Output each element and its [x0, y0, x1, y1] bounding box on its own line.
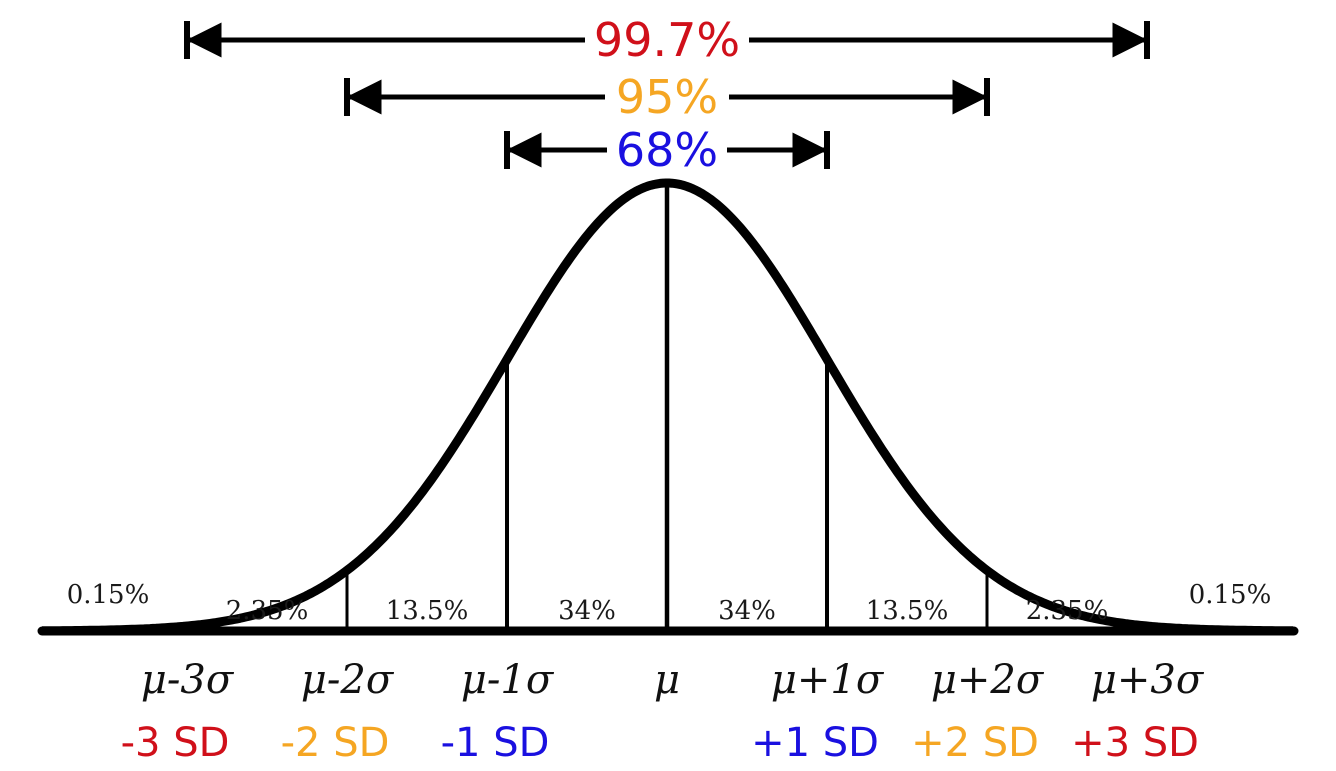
region-percent-label: 13.5% — [866, 596, 949, 626]
range-percent-label: 95% — [616, 70, 718, 124]
sd-label: -1 SD — [441, 720, 550, 766]
sigma-tick-label: μ+2σ — [931, 657, 1045, 703]
region-percent-label: 34% — [718, 596, 776, 626]
region-percent-label: 0.15% — [1189, 580, 1272, 610]
sd-label: +3 SD — [1071, 720, 1199, 766]
region-percent-label: 0.15% — [67, 580, 150, 610]
sigma-tick-label: μ-3σ — [141, 657, 235, 703]
sd-label: +1 SD — [751, 720, 879, 766]
range-bracket-68: 68% — [504, 123, 830, 177]
range-bracket-95: 95% — [344, 70, 990, 124]
sigma-tick-label: μ+1σ — [771, 657, 885, 703]
sigma-tick-label: μ-1σ — [461, 657, 555, 703]
region-percent-label: 2.35% — [1026, 596, 1109, 626]
sd-label: -3 SD — [121, 720, 230, 766]
region-percent-label: 34% — [558, 596, 616, 626]
sigma-tick-label: μ-2σ — [301, 657, 395, 703]
sd-label: -2 SD — [281, 720, 390, 766]
sigma-tick-label: μ+3σ — [1091, 657, 1205, 703]
bell-curve — [40, 178, 1295, 636]
range-bracket-997: 99.7% — [184, 13, 1150, 67]
sigma-tick-label: μ — [654, 657, 680, 703]
range-percent-label: 68% — [616, 123, 718, 177]
region-percent-label: 2.35% — [226, 596, 309, 626]
sd-label: +2 SD — [911, 720, 1039, 766]
range-percent-label: 99.7% — [594, 13, 740, 67]
region-percent-label: 13.5% — [386, 596, 469, 626]
